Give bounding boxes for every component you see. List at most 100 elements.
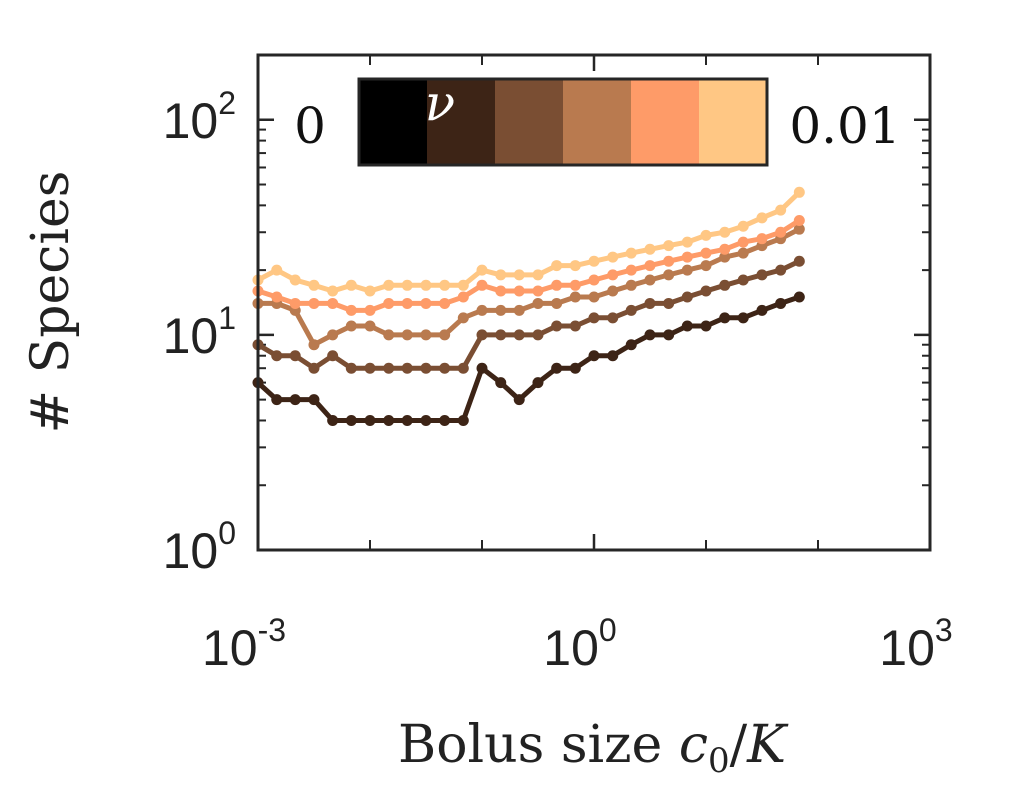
data-point bbox=[308, 297, 320, 309]
data-point bbox=[308, 339, 320, 351]
data-point bbox=[775, 204, 787, 216]
data-point bbox=[681, 291, 693, 303]
data-point bbox=[439, 297, 451, 309]
data-point bbox=[439, 362, 451, 374]
x-tick-label: 10-3 bbox=[202, 612, 286, 676]
data-point bbox=[793, 291, 805, 303]
data-point bbox=[383, 362, 395, 374]
data-point bbox=[681, 251, 693, 263]
data-point bbox=[383, 297, 395, 309]
data-point bbox=[364, 414, 376, 426]
data-point bbox=[495, 269, 507, 281]
data-point bbox=[513, 394, 525, 406]
data-point bbox=[420, 362, 432, 374]
data-point bbox=[793, 223, 805, 235]
colorbar-swatch bbox=[563, 79, 632, 165]
data-point bbox=[569, 291, 581, 303]
x-tick-base: 10 bbox=[543, 620, 599, 676]
data-point bbox=[308, 394, 320, 406]
data-point bbox=[383, 279, 395, 291]
data-point bbox=[775, 264, 787, 276]
data-point bbox=[271, 264, 283, 276]
data-point bbox=[663, 255, 675, 267]
data-point bbox=[700, 320, 712, 332]
data-point bbox=[625, 339, 637, 351]
data-point bbox=[457, 291, 469, 303]
data-point bbox=[588, 312, 600, 324]
data-point bbox=[495, 329, 507, 341]
data-point bbox=[644, 274, 656, 286]
y-tick-exponent: 1 bbox=[218, 300, 236, 336]
colorbar-frame bbox=[357, 77, 769, 167]
series-5 bbox=[252, 186, 805, 297]
data-point bbox=[439, 414, 451, 426]
data-point bbox=[625, 279, 637, 291]
data-point bbox=[289, 274, 301, 286]
data-point bbox=[700, 285, 712, 297]
data-point bbox=[420, 279, 432, 291]
data-point bbox=[289, 394, 301, 406]
x-tick-labels: 10-3 100 103 bbox=[202, 612, 953, 676]
data-point bbox=[756, 269, 768, 281]
data-point bbox=[681, 236, 693, 248]
y-tick-exponent: 0 bbox=[218, 515, 236, 551]
colorbar-legend: 0 0.01 ν bbox=[294, 74, 901, 167]
data-point bbox=[681, 264, 693, 276]
data-point bbox=[737, 247, 749, 259]
data-point bbox=[588, 291, 600, 303]
data-point bbox=[532, 297, 544, 309]
y-tick-label: 102 bbox=[163, 85, 236, 149]
y-tick-base: 10 bbox=[163, 93, 219, 149]
data-point bbox=[607, 269, 619, 281]
data-point bbox=[327, 414, 339, 426]
data-point bbox=[532, 285, 544, 297]
data-point bbox=[700, 229, 712, 241]
colorbar-max-label: 0.01 bbox=[789, 97, 900, 155]
data-point bbox=[719, 226, 731, 238]
data-point bbox=[327, 285, 339, 297]
data-point bbox=[681, 320, 693, 332]
colorbar-swatches bbox=[359, 79, 768, 165]
data-point bbox=[476, 329, 488, 341]
data-point bbox=[308, 362, 320, 374]
data-point bbox=[775, 297, 787, 309]
data-point bbox=[476, 362, 488, 374]
colorbar-swatch bbox=[495, 79, 564, 165]
data-point bbox=[401, 297, 413, 309]
data-point bbox=[607, 251, 619, 263]
x-axis-title: Bolus size c0/K bbox=[398, 715, 789, 781]
colorbar-swatch bbox=[359, 79, 428, 165]
x-tick-base: 10 bbox=[202, 620, 258, 676]
data-point bbox=[364, 320, 376, 332]
colorbar-swatch bbox=[699, 79, 768, 165]
series-3 bbox=[252, 223, 805, 351]
x-axis-title-c: c bbox=[679, 715, 708, 775]
x-axis-title-subscript: 0 bbox=[708, 741, 730, 781]
colorbar-min-label: 0 bbox=[294, 97, 326, 155]
data-point bbox=[532, 377, 544, 389]
data-point bbox=[607, 350, 619, 362]
data-point bbox=[495, 285, 507, 297]
colorbar-swatch bbox=[631, 79, 700, 165]
y-tick-base: 10 bbox=[163, 523, 219, 579]
data-point bbox=[513, 269, 525, 281]
data-point bbox=[551, 320, 563, 332]
data-point bbox=[793, 215, 805, 227]
x-tick-base: 10 bbox=[879, 620, 935, 676]
x-tick-exponent: -3 bbox=[258, 612, 286, 648]
data-point bbox=[737, 312, 749, 324]
data-point bbox=[495, 304, 507, 316]
data-point bbox=[532, 329, 544, 341]
data-point bbox=[289, 297, 301, 309]
data-point bbox=[271, 291, 283, 303]
data-point bbox=[569, 260, 581, 272]
data-point bbox=[364, 362, 376, 374]
data-point bbox=[569, 279, 581, 291]
colorbar-swatch bbox=[427, 79, 496, 165]
series-1 bbox=[252, 291, 805, 426]
data-point bbox=[457, 414, 469, 426]
data-point bbox=[345, 304, 357, 316]
data-point bbox=[345, 320, 357, 332]
data-point bbox=[383, 329, 395, 341]
